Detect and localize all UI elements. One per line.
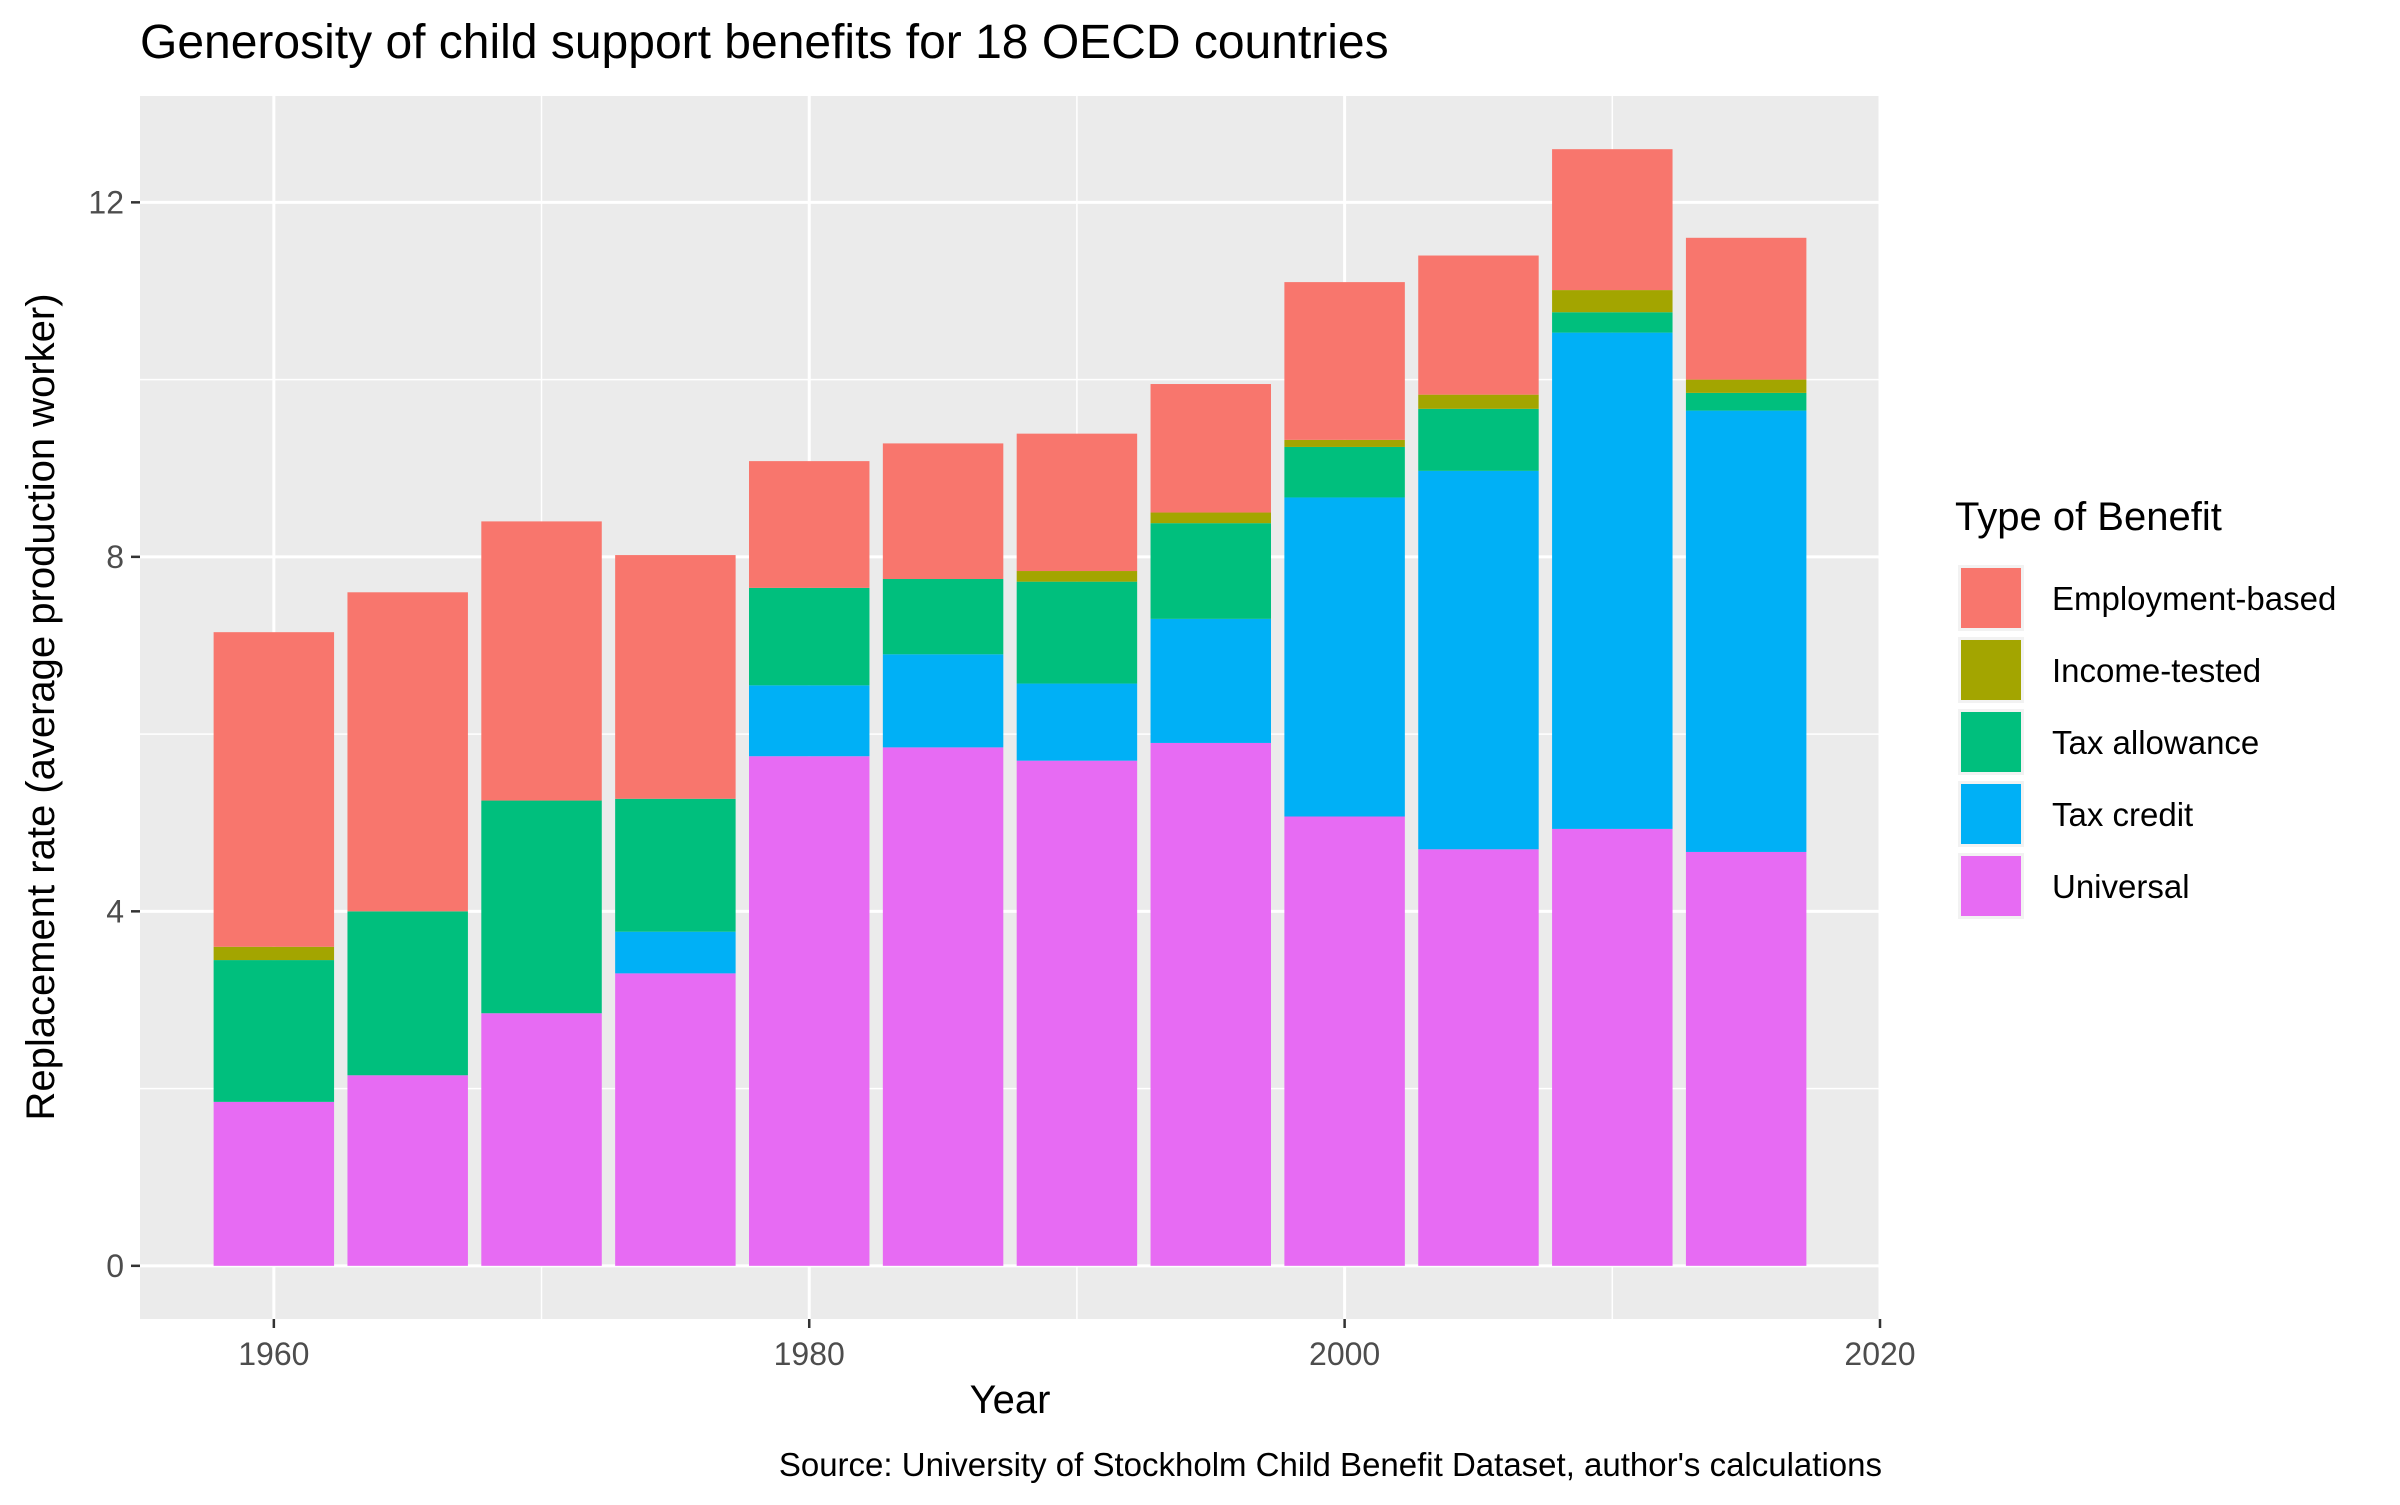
bar-income-tested-2000	[1284, 439, 1405, 447]
y-tick-label: 0	[106, 1248, 124, 1284]
bar-tax-allowance-1995	[1150, 523, 1271, 619]
bar-universal-1995	[1150, 742, 1271, 1266]
bar-employment-based-1965	[347, 592, 468, 912]
legend-label: Income-tested	[2052, 652, 2261, 689]
bar-universal-1990	[1016, 760, 1138, 1266]
bar-income-tested-2010	[1552, 290, 1673, 313]
bar-tax-credit-2000	[1284, 497, 1405, 817]
legend-swatch	[1961, 640, 2021, 700]
legend-swatch	[1961, 568, 2021, 628]
bar-tax-allowance-2015	[1685, 392, 1807, 411]
y-tick-label: 4	[106, 893, 124, 929]
bar-tax-credit-1990	[1016, 683, 1138, 761]
y-tick-label: 12	[88, 184, 124, 220]
bar-employment-based-2015	[1685, 237, 1807, 380]
bar-income-tested-1960	[213, 946, 335, 961]
legend-title: Type of Benefit	[1955, 495, 2222, 539]
chart-title: Generosity of child support benefits for…	[140, 16, 1389, 69]
bar-universal-1960	[213, 1101, 335, 1266]
x-tick-label: 2000	[1309, 1336, 1380, 1372]
x-tick-label: 1980	[774, 1336, 845, 1372]
bar-tax-credit-1995	[1150, 618, 1271, 743]
bar-tax-credit-1975	[615, 931, 736, 974]
bar-income-tested-1990	[1016, 571, 1138, 582]
bar-employment-based-1985	[882, 443, 1004, 579]
bar-tax-credit-2005	[1418, 470, 1539, 850]
y-tick-label: 8	[106, 539, 124, 575]
legend-label: Universal	[2052, 868, 2190, 905]
bars	[213, 149, 1807, 1266]
bar-employment-based-1980	[749, 461, 870, 588]
legend-swatch	[1961, 712, 2021, 772]
bar-income-tested-2005	[1418, 394, 1539, 409]
legend-label: Tax credit	[2052, 796, 2193, 833]
legend-label: Tax allowance	[2052, 724, 2259, 761]
bar-universal-2010	[1552, 828, 1673, 1266]
bar-employment-based-2005	[1418, 255, 1539, 395]
bar-universal-1965	[347, 1075, 468, 1266]
y-axis: 0 4 8 12	[88, 184, 140, 1284]
chart-caption: Source: University of Stockholm Child Be…	[779, 1446, 1882, 1483]
bar-employment-based-1960	[213, 632, 335, 947]
bar-tax-credit-2010	[1552, 332, 1673, 829]
legend-label: Employment-based	[2052, 580, 2336, 617]
bar-employment-based-2000	[1284, 282, 1405, 440]
bar-tax-allowance-1980	[749, 587, 870, 686]
legend: Employment-based Income-tested Tax allowan…	[1958, 565, 2336, 919]
bar-universal-1985	[882, 747, 1004, 1266]
bar-tax-credit-2015	[1685, 410, 1807, 852]
bar-employment-based-2010	[1552, 149, 1673, 291]
legend-swatch	[1961, 784, 2021, 844]
bar-universal-1975	[615, 973, 736, 1266]
bar-employment-based-1995	[1150, 384, 1271, 513]
bar-employment-based-1975	[615, 555, 736, 799]
x-axis-title: Year	[970, 1378, 1051, 1422]
bar-tax-allowance-2005	[1418, 408, 1539, 471]
bar-tax-allowance-1975	[615, 798, 736, 932]
bar-universal-1980	[749, 756, 870, 1266]
bar-tax-allowance-2010	[1552, 312, 1673, 333]
bar-universal-2015	[1685, 851, 1807, 1266]
bar-income-tested-1995	[1150, 512, 1271, 524]
bar-tax-credit-1985	[882, 654, 1004, 748]
x-axis: 1960 1980 2000 2020	[238, 1319, 1916, 1372]
bar-universal-2005	[1418, 849, 1539, 1266]
bar-income-tested-2015	[1685, 379, 1807, 393]
bar-tax-allowance-1990	[1016, 581, 1138, 684]
bar-tax-allowance-1970	[481, 800, 602, 1014]
bar-tax-allowance-2000	[1284, 446, 1405, 498]
bar-tax-credit-1980	[749, 685, 870, 757]
x-tick-label: 2020	[1844, 1336, 1915, 1372]
legend-swatch	[1961, 856, 2021, 916]
x-tick-label: 1960	[238, 1336, 309, 1372]
bar-universal-2000	[1284, 816, 1405, 1266]
bar-tax-allowance-1960	[213, 960, 335, 1102]
bar-employment-based-1990	[1016, 433, 1138, 572]
bar-tax-allowance-1985	[882, 578, 1004, 655]
bar-employment-based-1970	[481, 521, 602, 801]
y-axis-title: Replacement rate (average production wor…	[19, 293, 63, 1120]
bar-universal-1970	[481, 1013, 602, 1266]
bar-tax-allowance-1965	[347, 911, 468, 1076]
